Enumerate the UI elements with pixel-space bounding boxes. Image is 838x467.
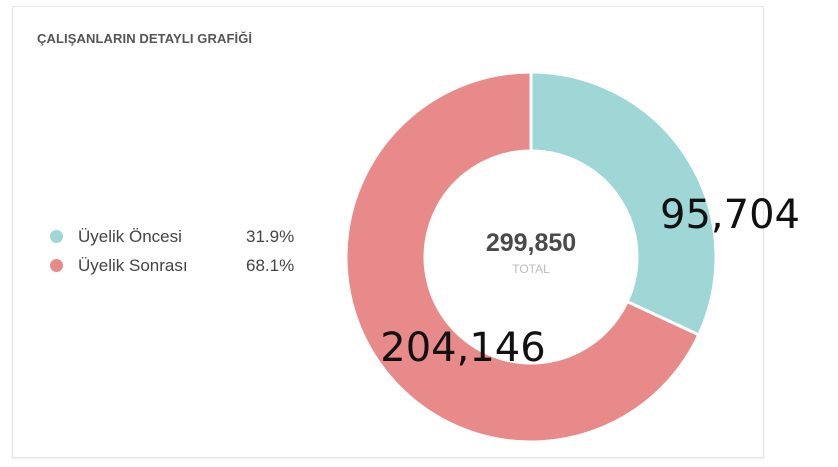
- slice-value-label-uyelik-sonrasi: 204,146: [380, 325, 545, 371]
- slice-uyelik-oncesi[interactable]: [529, 70, 718, 337]
- donut-slices: [344, 70, 718, 444]
- legend-percent-uyelik-oncesi: 31.9%: [246, 226, 295, 246]
- legend-swatch-uyelik-sonrasi: [50, 259, 63, 272]
- slice-uyelik-sonrasi[interactable]: [344, 70, 701, 444]
- legend-label-uyelik-oncesi: Üyelik Öncesi: [78, 226, 182, 246]
- chart-title: ÇALIŞANLARIN DETAYLI GRAFİĞİ: [37, 31, 253, 46]
- legend-percent-uyelik-sonrasi: 68.1%: [246, 255, 295, 275]
- slice-value-label-uyelik-oncesi: 95,704: [660, 192, 800, 238]
- legend-swatch-uyelik-oncesi: [50, 230, 63, 243]
- chart-legend: Üyelik Öncesi 31.9% Üyelik Sonrası 68.1%: [50, 222, 294, 280]
- donut-center-caption: TOTAL: [512, 262, 550, 276]
- donut-center-total: 299,850: [486, 229, 576, 257]
- legend-item-uyelik-oncesi[interactable]: Üyelik Öncesi 31.9%: [50, 222, 294, 251]
- legend-label-uyelik-sonrasi: Üyelik Sonrası: [78, 255, 188, 275]
- legend-item-uyelik-sonrasi[interactable]: Üyelik Sonrası 68.1%: [50, 251, 294, 280]
